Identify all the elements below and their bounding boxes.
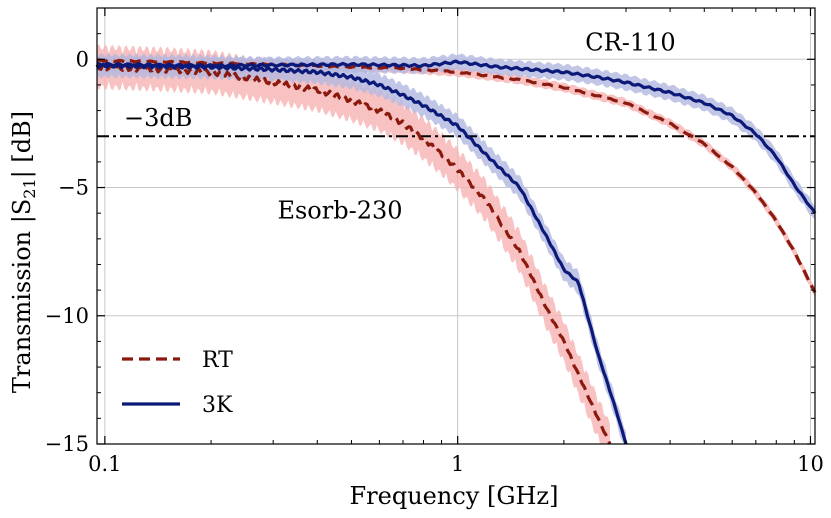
band-esorb-230-rt [97, 44, 610, 444]
y-tick-label: −5 [58, 176, 89, 200]
x-tick-label: 0.1 [88, 452, 121, 476]
line-esorb-230-3k [95, 62, 628, 445]
legend-rt-label: RT [202, 348, 233, 373]
reference-line-group: −3dB [97, 104, 815, 138]
x-tick-label: 1 [451, 452, 464, 476]
series-lines [95, 58, 817, 445]
line-cr-110-rt [96, 58, 817, 294]
axis-labels: Frequency [GHz] Transmission |S21| [dB] [8, 111, 558, 510]
legend-3k-label: 3K [202, 393, 233, 418]
x-tick-label: 10 [797, 452, 824, 476]
line-esorb-230-rt [95, 63, 612, 445]
annotation-esorb230: Esorb-230 [277, 196, 402, 224]
minus-3db-label: −3dB [124, 104, 192, 132]
axis-ticks: 0.1 1 10 0 −5 −10 −15 [45, 7, 824, 476]
annotations: CR-110 Esorb-230 [277, 28, 675, 224]
y-tick-label: −15 [45, 432, 89, 456]
plot-frame [96, 7, 816, 445]
legend: RT 3K [122, 348, 233, 418]
x-axis-label: Frequency [GHz] [350, 482, 559, 510]
annotation-cr110: CR-110 [585, 28, 675, 56]
y-tick-label: 0 [76, 47, 89, 71]
y-axis-label: Transmission |S21| [dB] [8, 111, 39, 393]
y-tick-label: −10 [45, 304, 89, 328]
